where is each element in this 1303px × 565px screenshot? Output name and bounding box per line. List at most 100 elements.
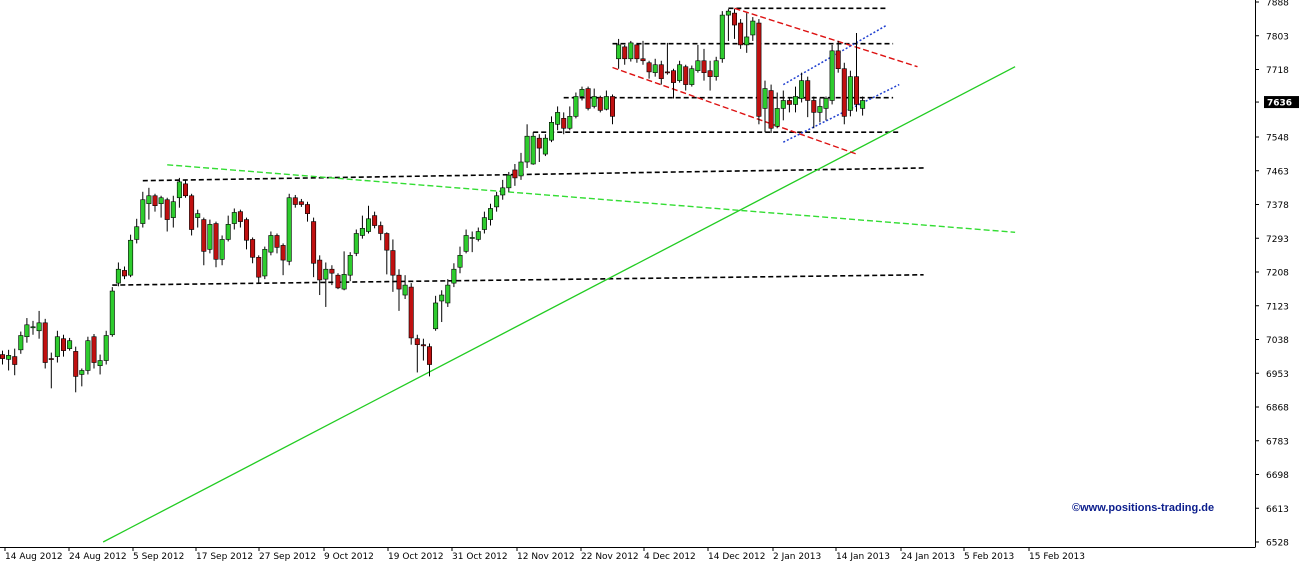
- candle-body: [73, 351, 79, 377]
- candle-body: [512, 169, 518, 179]
- candle-body: [286, 197, 292, 262]
- candle-body: [183, 183, 189, 197]
- y-tick-label: 7378: [1266, 201, 1289, 211]
- x-tick-label: 4 Dec 2012: [644, 552, 696, 562]
- candle-body: [658, 64, 664, 79]
- candle-body: [744, 36, 750, 46]
- candle-body: [122, 270, 128, 277]
- candle-body: [750, 20, 756, 36]
- candle-body: [91, 336, 97, 363]
- y-tick-label: 7718: [1266, 66, 1289, 76]
- candle-body: [603, 96, 609, 110]
- x-tick-label: 24 Aug 2012: [69, 552, 127, 562]
- candle-body: [213, 223, 219, 260]
- candle-body: [54, 336, 60, 357]
- candle-body: [311, 221, 317, 264]
- y-tick-label: 6953: [1266, 370, 1289, 380]
- candle-body: [134, 226, 140, 240]
- x-tick-label: 17 Sep 2012: [196, 552, 253, 562]
- x-tick-label: 12 Nov 2012: [517, 552, 575, 562]
- trendlines: [102, 7, 1016, 543]
- plot-area: [0, 0, 1256, 548]
- candle-body: [561, 118, 567, 129]
- candle-body: [835, 50, 841, 70]
- candle-body: [683, 66, 689, 85]
- candle-body: [616, 44, 622, 60]
- candle-body: [799, 80, 805, 99]
- candle-body: [579, 89, 585, 97]
- y-tick-label: 7463: [1266, 167, 1289, 177]
- y-tick-label: 7548: [1266, 134, 1289, 144]
- candle-body: [256, 257, 262, 278]
- candle-body: [384, 233, 390, 251]
- x-tick-label: 22 Nov 2012: [581, 552, 639, 562]
- candle-body: [707, 70, 713, 77]
- candle-body: [292, 197, 298, 205]
- y-tick-label: 7888: [1266, 0, 1289, 9]
- candle-body: [170, 201, 176, 218]
- y-tick-label: 7803: [1266, 32, 1289, 42]
- y-tick-label: 7038: [1266, 336, 1289, 346]
- candle-body: [329, 268, 335, 274]
- candle-body: [48, 358, 54, 360]
- candle-body: [164, 199, 170, 220]
- y-tick-label: 6528: [1266, 539, 1289, 549]
- candle-body: [628, 42, 634, 60]
- candle-body: [420, 344, 426, 347]
- candle-body: [97, 360, 103, 367]
- candle-body: [18, 335, 24, 351]
- candle-body: [414, 338, 420, 345]
- candle-body: [823, 98, 829, 109]
- candle-body: [805, 80, 811, 101]
- candle-body: [195, 213, 201, 218]
- candle-body: [140, 199, 146, 224]
- candle-body: [652, 64, 658, 73]
- candle-body: [664, 71, 670, 74]
- candle-body: [0, 354, 5, 359]
- candle-body: [487, 208, 493, 220]
- candle-body: [725, 10, 731, 16]
- candle-body: [396, 274, 402, 290]
- candle-body: [445, 284, 451, 304]
- candle-body: [853, 76, 859, 105]
- candle-body: [585, 88, 591, 109]
- candle-body: [591, 96, 597, 107]
- trendline: [734, 7, 918, 68]
- candle-body: [402, 284, 408, 296]
- candle-body: [128, 239, 134, 276]
- x-tick-label: 14 Aug 2012: [5, 552, 63, 562]
- x-tick-label: 14 Jan 2013: [836, 552, 890, 562]
- candle-body: [353, 233, 359, 254]
- candle-body: [347, 255, 353, 276]
- x-tick-label: 19 Oct 2012: [388, 552, 444, 562]
- candle-body: [524, 135, 530, 163]
- candle-body: [597, 96, 603, 111]
- support-line: [112, 273, 924, 286]
- candle-body: [677, 64, 683, 81]
- candle-body: [341, 274, 347, 290]
- candle-body: [189, 195, 195, 230]
- candle-body: [146, 195, 152, 205]
- candle-body: [378, 225, 384, 234]
- y-tick-label: 7208: [1266, 269, 1289, 279]
- candle-body: [640, 58, 646, 62]
- candle-body: [36, 322, 42, 332]
- trendline: [167, 164, 1016, 233]
- candle-body: [768, 90, 774, 129]
- candle-body: [792, 96, 798, 105]
- candle-body: [152, 195, 158, 206]
- candle-body: [225, 224, 231, 240]
- x-tick-label: 24 Jan 2013: [901, 552, 955, 562]
- candle-body: [231, 212, 237, 224]
- candle-body: [317, 259, 323, 281]
- candle-body: [372, 215, 378, 226]
- candle-body: [555, 112, 561, 125]
- candle-body: [780, 100, 786, 109]
- candle-body: [646, 62, 652, 73]
- candle-body: [426, 346, 432, 365]
- trendline: [102, 66, 1016, 543]
- candle-body: [451, 268, 457, 284]
- candle-body: [457, 255, 463, 268]
- candle-body: [201, 219, 207, 252]
- x-tick-label: 9 Oct 2012: [324, 552, 374, 562]
